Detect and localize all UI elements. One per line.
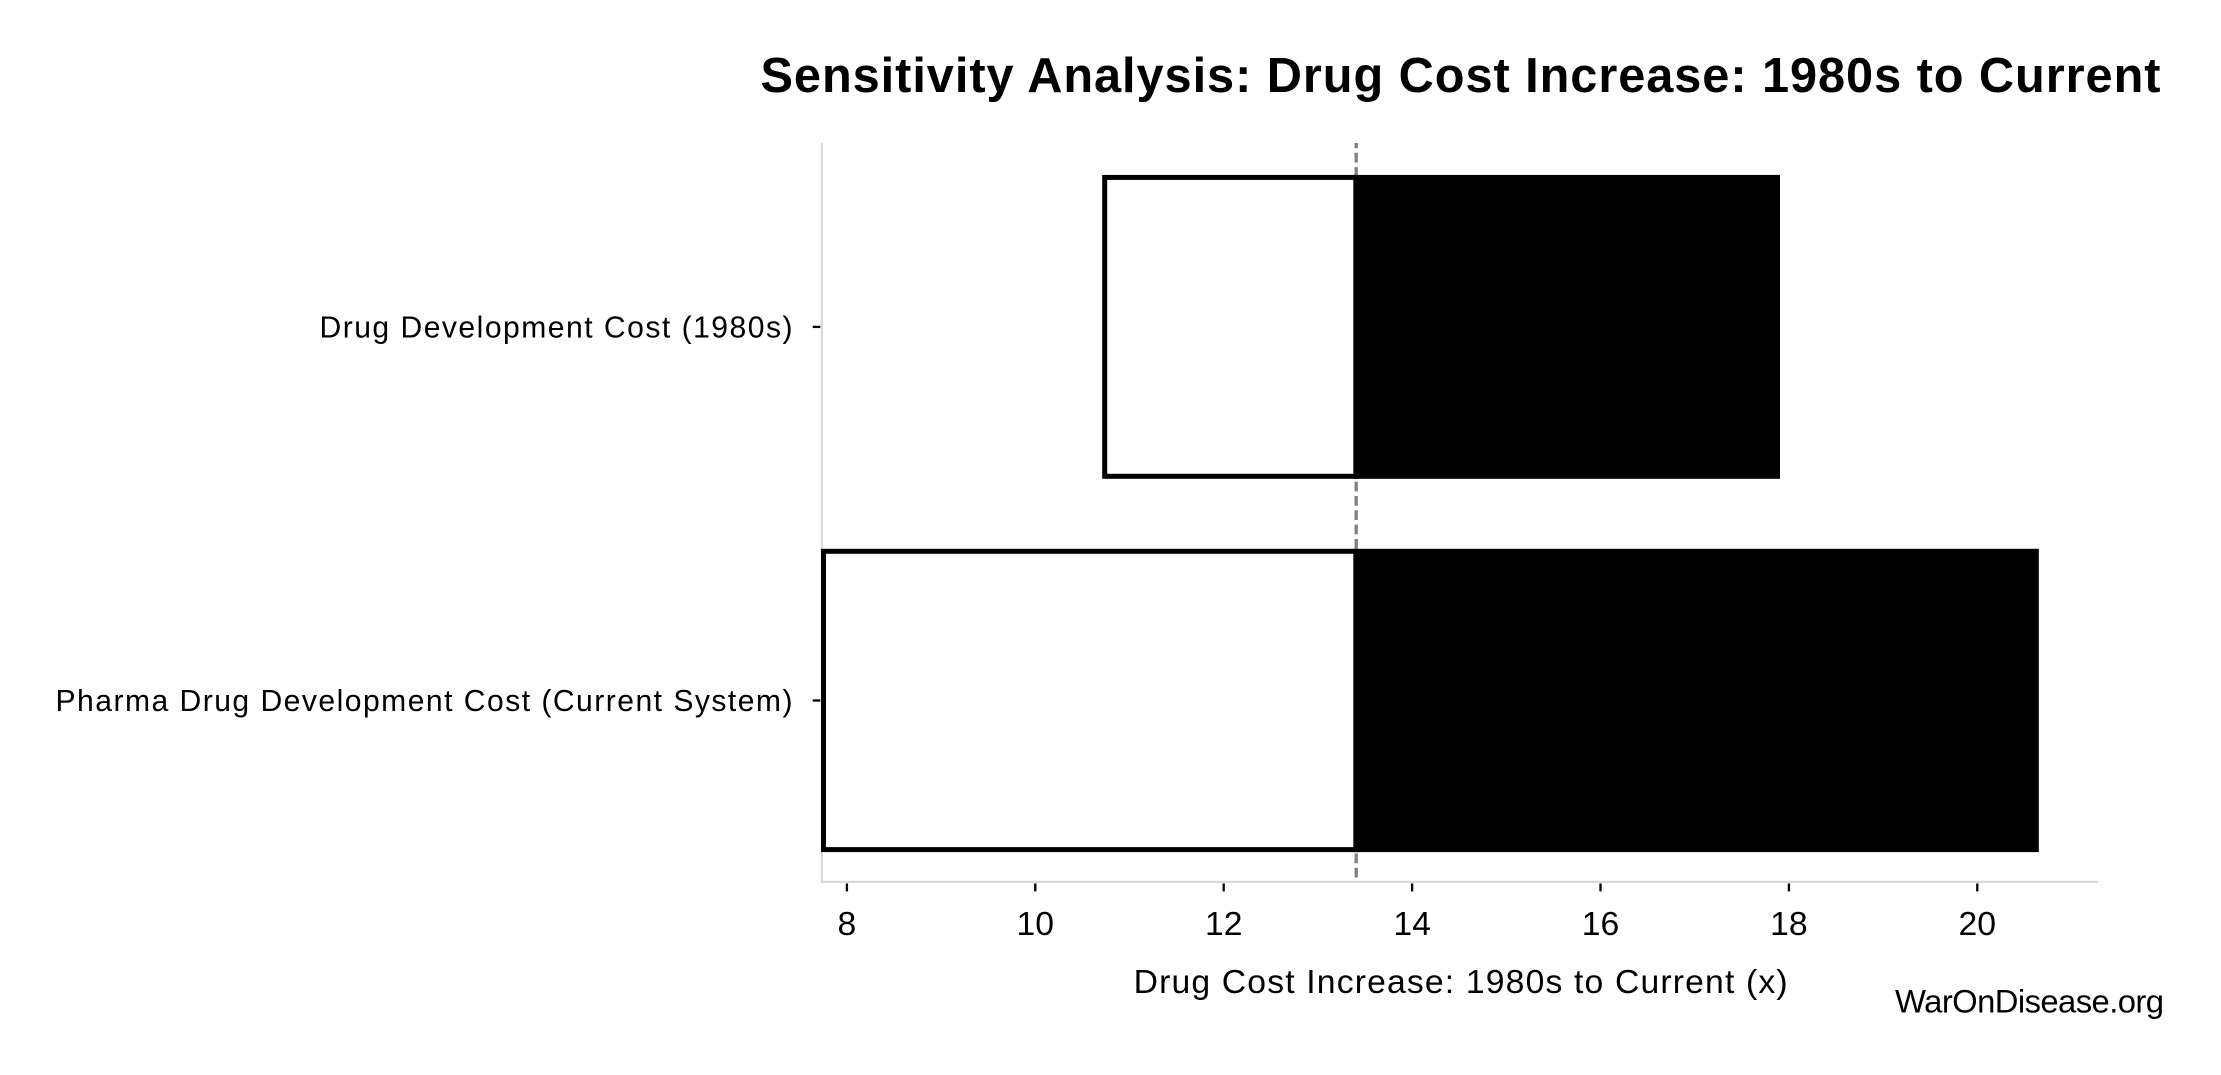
svg-text:12: 12 [1205,905,1242,943]
svg-text:14: 14 [1393,905,1430,943]
svg-text:Drug Development Cost (1980s): Drug Development Cost (1980s) [320,312,793,345]
svg-text:Drug Cost Increase: 1980s to C: Drug Cost Increase: 1980s to Current (x) [1134,963,1788,1001]
svg-text:10: 10 [1017,905,1054,943]
svg-text:WarOnDisease.org: WarOnDisease.org [1895,983,2164,1020]
svg-text:20: 20 [1959,905,1996,943]
svg-text:8: 8 [838,905,857,943]
svg-text:Pharma Drug Development Cost (: Pharma Drug Development Cost (Current Sy… [56,685,793,718]
svg-text:18: 18 [1770,905,1807,943]
svg-text:Sensitivity Analysis: Drug Cos: Sensitivity Analysis: Drug Cost Increase… [761,49,2161,103]
svg-text:16: 16 [1582,905,1619,943]
